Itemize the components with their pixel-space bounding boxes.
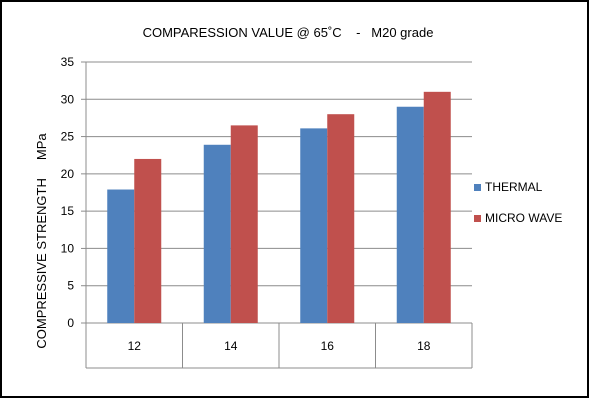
y-tick-labels: 0 5 10 15 20 25 30 35 (61, 55, 75, 330)
chart-title: COMPARESSION VALUE @ 65˚C - M20 grade (143, 25, 434, 40)
y-tick-label: 0 (67, 316, 74, 330)
legend-swatch (474, 215, 481, 222)
bar-micro-wave-12 (134, 158, 162, 323)
y-tick-label: 25 (61, 130, 75, 144)
bar-thermal-12 (107, 189, 135, 323)
bar-thermal-16 (300, 128, 328, 323)
y-axis-label: COMPRESSIVE STRENGTH MPa (34, 133, 49, 349)
y-tick-label: 15 (61, 204, 75, 218)
x-category-table: 12 14 16 18 (85, 323, 473, 369)
legend-swatch (474, 184, 481, 191)
bar-micro-wave-18 (423, 91, 451, 323)
y-tick-label: 35 (61, 55, 75, 69)
legend-label: THERMAL (485, 180, 543, 194)
x-category-label: 16 (321, 339, 335, 353)
y-tick-label: 20 (61, 167, 75, 181)
bar-micro-wave-16 (327, 114, 355, 323)
y-tick-label: 10 (61, 241, 75, 255)
legend: THERMAL MICRO WAVE (474, 180, 562, 225)
x-category-label: 14 (224, 339, 238, 353)
x-category-label: 18 (417, 339, 431, 353)
legend-label: MICRO WAVE (485, 211, 562, 225)
bars (107, 91, 451, 323)
y-tick-label: 30 (61, 92, 75, 106)
bar-micro-wave-14 (230, 125, 258, 323)
y-tick-label: 5 (67, 279, 74, 293)
bar-thermal-14 (203, 144, 231, 323)
x-category-label: 12 (128, 339, 142, 353)
bar-thermal-18 (396, 106, 424, 323)
